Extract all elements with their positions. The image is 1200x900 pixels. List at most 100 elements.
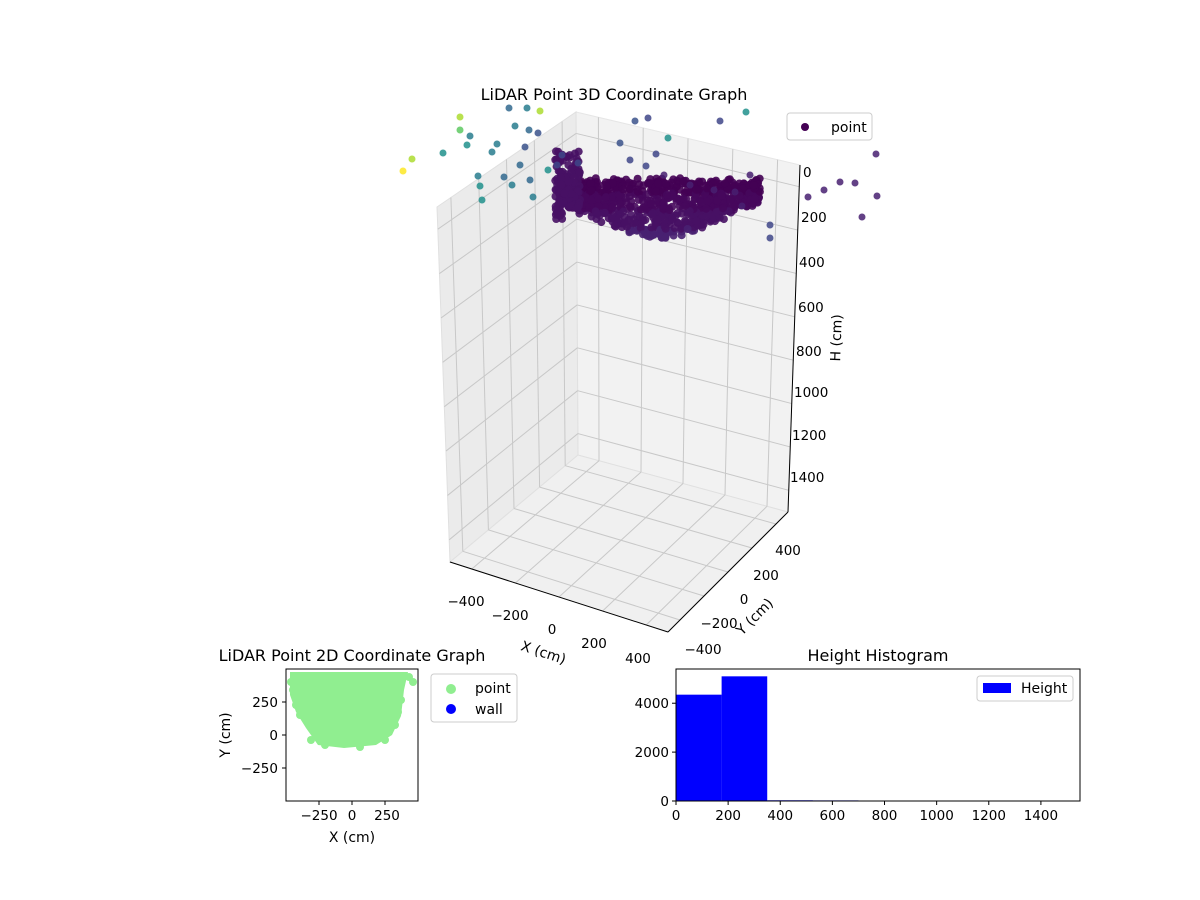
- y-tick-3d: 0: [740, 592, 749, 608]
- point-2d: [356, 743, 364, 751]
- point-3d: [677, 231, 686, 240]
- point-3d: [637, 205, 645, 214]
- y-axis-2d-label: Y (cm): [218, 712, 234, 758]
- point-3d: [635, 180, 644, 189]
- point-3d-outlier: [466, 132, 474, 140]
- point-3d-outlier: [616, 139, 624, 147]
- x-tick-2d: 0: [348, 808, 357, 824]
- legend-label-point: point: [831, 120, 867, 136]
- point-3d: [661, 179, 670, 188]
- point-3d: [683, 225, 692, 233]
- x-tick-3d: −400: [447, 594, 484, 610]
- x-axis-histogram: 0 200 400 600 800 1000 1200 1400: [672, 801, 1058, 824]
- point-3d: [750, 195, 759, 203]
- point-2d: [394, 708, 402, 716]
- grid-line: [539, 486, 753, 549]
- z-tick-3d: 0: [803, 165, 812, 181]
- point-3d-outlier: [644, 114, 652, 122]
- point-3d-outlier: [516, 161, 524, 169]
- point-3d-outlier: [526, 176, 534, 184]
- point-3d: [614, 214, 623, 223]
- x-tick-histogram: 1400: [1024, 808, 1058, 824]
- point-3d: [570, 173, 579, 182]
- point-3d-outlier: [508, 181, 516, 189]
- point-3d-outlier: [534, 129, 542, 137]
- z-axis-3d: 0 200 400 600 800 1000 1200 1400 H (cm): [787, 164, 846, 513]
- point-3d-outlier: [553, 161, 561, 169]
- grid-line: [565, 465, 777, 525]
- point-3d: [719, 204, 727, 213]
- grid-line: [478, 178, 489, 530]
- point-3d-outlier: [820, 186, 828, 194]
- point-3d: [621, 194, 630, 202]
- point-3d: [560, 189, 569, 198]
- z-tick-3d: 1000: [794, 385, 828, 401]
- point-3d: [608, 179, 617, 188]
- histogram-title: Height Histogram: [808, 646, 949, 665]
- point-3d: [587, 186, 596, 195]
- point-3d: [749, 181, 758, 190]
- point-3d: [551, 202, 560, 211]
- point-3d: [626, 203, 635, 212]
- point-3d: [647, 199, 655, 208]
- chart-3d: LiDAR Point 3D Coordinate Graph −400 −20…: [399, 85, 881, 668]
- point-3d-outlier: [851, 179, 859, 187]
- point-3d: [587, 196, 596, 205]
- point-3d: [692, 185, 701, 194]
- point-3d: [703, 197, 711, 206]
- x-tick-3d: 200: [581, 636, 607, 652]
- legend-histogram: Height: [976, 675, 1074, 702]
- point-3d: [620, 218, 629, 227]
- point-3d-outlier: [521, 143, 529, 151]
- x-tick-histogram: 1000: [919, 808, 953, 824]
- point-3d-outlier: [488, 148, 496, 156]
- point-3d-outlier: [456, 126, 464, 134]
- point-3d-outlier: [642, 162, 650, 170]
- x-tick-2d: 250: [374, 808, 400, 824]
- legend-marker-point: [801, 123, 809, 131]
- legend-2d: point wall: [430, 673, 518, 723]
- y-tick-2d: 0: [269, 728, 278, 744]
- point-3d-outlier: [399, 167, 407, 175]
- scatter-2d-points: [287, 672, 417, 751]
- point-3d-outlier: [858, 213, 866, 221]
- point-3d: [573, 204, 582, 213]
- grid-line: [506, 159, 515, 509]
- plot-frame-histogram: [675, 668, 1081, 802]
- point-3d-outlier: [456, 113, 464, 121]
- point-3d-outlier: [716, 117, 724, 125]
- point-3d-outlier: [766, 234, 774, 242]
- x-tick-3d: 0: [548, 622, 557, 638]
- x-tick-histogram: 400: [767, 808, 793, 824]
- z-tick-3d: 600: [798, 300, 824, 316]
- point-3d: [681, 216, 689, 225]
- point-3d: [639, 230, 647, 239]
- y-tick-histogram: 0: [660, 794, 669, 810]
- point-3d: [672, 196, 681, 205]
- point-3d: [698, 177, 707, 186]
- grid-line: [513, 508, 729, 573]
- point-3d-outlier: [463, 141, 471, 149]
- y-tick-3d: −400: [684, 642, 721, 658]
- point-3d: [679, 177, 688, 185]
- point-3d: [634, 195, 643, 204]
- grid-line: [462, 550, 681, 621]
- point-3d-outlier: [710, 186, 718, 194]
- point-3d-outlier: [525, 126, 533, 134]
- point-2d: [397, 696, 405, 704]
- x-axis-2d: −250 0 250 X (cm): [300, 801, 400, 846]
- point-2d: [307, 736, 315, 744]
- point-3d: [618, 185, 627, 194]
- point-3d: [681, 201, 690, 210]
- point-3d: [673, 209, 682, 218]
- point-3d-outlier: [731, 188, 739, 196]
- point-2d: [296, 711, 304, 719]
- point-3d: [625, 178, 634, 187]
- point-3d: [574, 147, 583, 156]
- x-tick-histogram: 1200: [972, 808, 1006, 824]
- histogram-bars: [676, 676, 905, 801]
- point-3d: [575, 168, 584, 177]
- point-cloud-2d: [290, 672, 408, 748]
- grid-line: [766, 159, 779, 507]
